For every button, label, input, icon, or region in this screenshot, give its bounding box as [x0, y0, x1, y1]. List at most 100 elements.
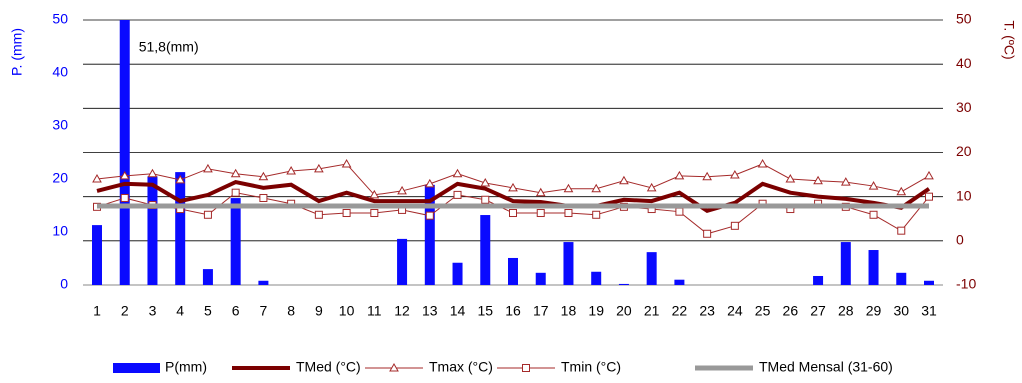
- marker: [509, 209, 517, 218]
- x-tick-label: 11: [367, 303, 382, 319]
- x-tick-label: 17: [533, 303, 549, 319]
- y-tick-label: 10: [52, 223, 68, 239]
- y-tick-label: 0: [60, 276, 68, 292]
- bar: [618, 283, 629, 285]
- y-axis-label: P. (mm): [9, 28, 25, 76]
- marker: [92, 173, 102, 183]
- bar: [175, 172, 186, 285]
- plot-area: [92, 20, 934, 285]
- marker: [230, 168, 241, 178]
- y2-tick-label: 10: [956, 187, 972, 203]
- grid: [83, 19, 943, 286]
- marker: [147, 168, 158, 178]
- y2-tick-label: 0: [956, 232, 964, 248]
- legend-label: TMed Mensal (31-60): [759, 359, 893, 375]
- bar: [397, 238, 408, 285]
- legend-label: Tmax (°C): [429, 359, 493, 375]
- line: [96, 179, 931, 213]
- bar: [508, 257, 518, 285]
- x-tick-label: 6: [232, 303, 240, 319]
- bar: [480, 215, 491, 285]
- bar: [230, 198, 241, 285]
- y-tick-label: 50: [52, 11, 68, 27]
- marker: [703, 229, 712, 238]
- marker: [369, 189, 380, 199]
- marker: [591, 183, 602, 193]
- marker: [453, 190, 462, 199]
- y2-tick-label: 20: [956, 143, 972, 159]
- marker: [563, 183, 574, 193]
- marker: [869, 210, 878, 219]
- x-tick-label: 21: [644, 303, 660, 319]
- legend-marker: [389, 362, 399, 372]
- marker: [314, 163, 324, 173]
- legend-label: TMed (°C): [296, 359, 361, 375]
- bar: [646, 252, 657, 285]
- marker: [508, 182, 518, 192]
- marker: [674, 170, 685, 180]
- x-tick-label: 23: [699, 303, 715, 319]
- x-tick-label: 19: [588, 303, 604, 319]
- marker: [452, 168, 463, 178]
- marker: [175, 174, 186, 184]
- marker: [342, 209, 351, 218]
- x-tick-label: 7: [260, 303, 268, 319]
- marker: [481, 195, 490, 204]
- bar: [424, 184, 435, 285]
- x-tick-label: 27: [810, 303, 826, 319]
- marker: [730, 170, 740, 179]
- x-tick-label: 8: [287, 303, 295, 319]
- bar: [840, 242, 851, 285]
- bar: [674, 279, 685, 285]
- x-tick-label: 20: [616, 303, 632, 319]
- marker: [480, 177, 491, 187]
- marker: [535, 187, 546, 197]
- bar: [258, 280, 269, 285]
- marker: [314, 210, 323, 219]
- bar: [147, 176, 158, 285]
- marker: [536, 209, 545, 218]
- x-tick-label: 9: [315, 303, 323, 319]
- y2-tick-label: 40: [956, 55, 972, 71]
- x-tick-label: 31: [921, 303, 937, 319]
- marker: [286, 166, 296, 175]
- bar: [452, 262, 463, 285]
- marker: [785, 173, 796, 183]
- bar: [813, 275, 824, 285]
- marker: [619, 175, 629, 185]
- y-tick-label: 30: [52, 117, 68, 133]
- y-tick-label: 20: [52, 170, 68, 186]
- marker: [592, 210, 601, 219]
- marker: [341, 158, 352, 168]
- x-tick-label: 14: [450, 303, 466, 319]
- marker: [702, 171, 712, 181]
- marker: [258, 171, 269, 181]
- y2-tick-label: -10: [956, 276, 976, 292]
- x-tick-label: 25: [755, 303, 771, 319]
- marker: [259, 193, 268, 202]
- marker: [925, 192, 933, 201]
- marker: [897, 226, 906, 235]
- y-tick-label: 40: [52, 64, 68, 80]
- x-tick-label: 18: [561, 303, 577, 319]
- bar: [92, 225, 102, 285]
- marker: [840, 177, 851, 186]
- legend-marker: [522, 364, 530, 372]
- bar: [535, 272, 546, 285]
- marker: [370, 209, 379, 218]
- x-tick-label: 1: [93, 303, 101, 319]
- legend-label: Tmin (°C): [561, 359, 621, 375]
- x-tick-label: 10: [339, 303, 355, 319]
- marker: [119, 170, 130, 180]
- bar: [868, 250, 879, 285]
- x-tick-label: 4: [176, 303, 184, 319]
- x-tick-label: 30: [893, 303, 909, 319]
- marker: [424, 178, 435, 188]
- marker: [397, 185, 407, 195]
- x-tick-label: 5: [204, 303, 212, 319]
- marker: [231, 188, 240, 197]
- marker: [425, 211, 434, 220]
- bar: [896, 272, 907, 285]
- x-tick-label: 15: [477, 303, 493, 319]
